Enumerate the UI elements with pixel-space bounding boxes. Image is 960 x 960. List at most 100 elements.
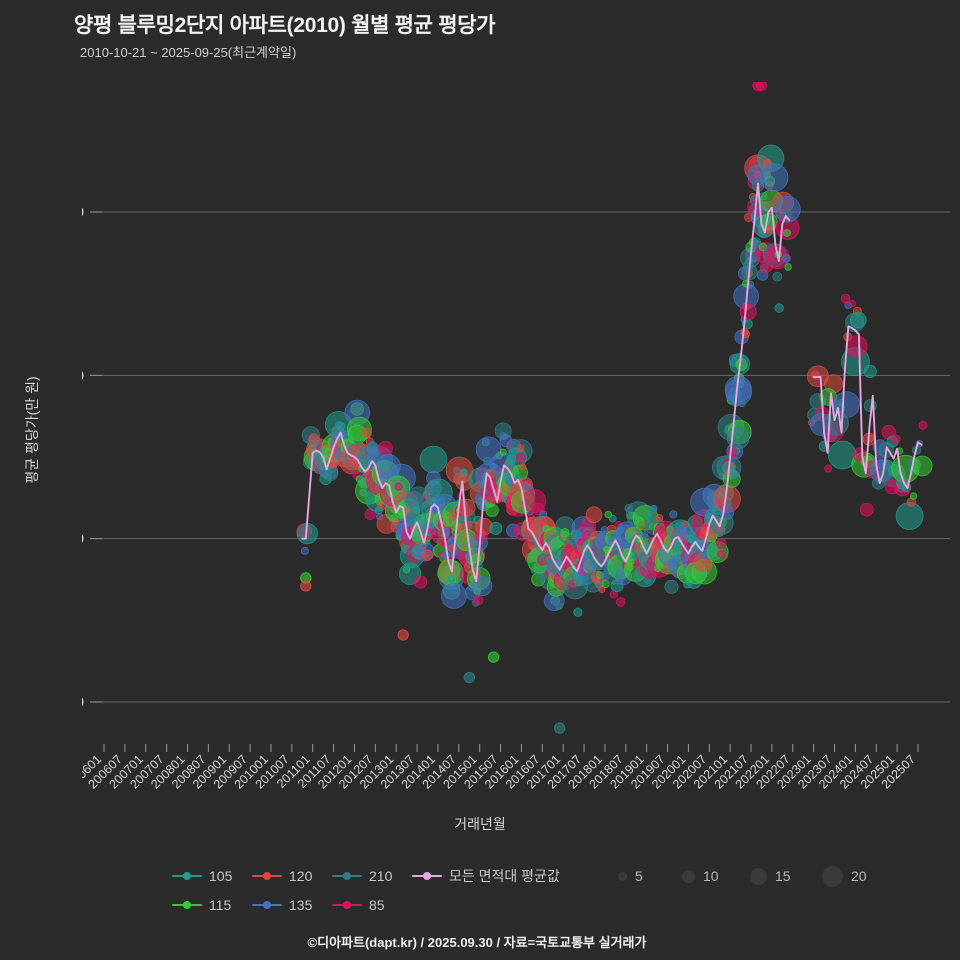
scatter-point[interactable] — [891, 434, 901, 444]
legend-size-20: 20 — [822, 862, 867, 890]
scatter-point[interactable] — [499, 448, 507, 456]
scatter-point[interactable] — [585, 506, 603, 524]
legend-swatch-icon — [412, 869, 442, 883]
scatter-point[interactable] — [336, 421, 346, 431]
legend-size-dot-icon — [822, 865, 843, 887]
scatter-point[interactable] — [573, 607, 583, 617]
scatter-point[interactable] — [519, 463, 527, 471]
legend-item-115[interactable]: 115 — [172, 891, 231, 919]
scatter-points-group — [296, 82, 933, 734]
scatter-point[interactable] — [732, 471, 740, 479]
legend-item-120[interactable]: 120 — [252, 862, 312, 890]
scatter-point[interactable] — [394, 482, 403, 491]
scatter-point[interactable] — [368, 440, 377, 449]
legend-size-10: 10 — [682, 862, 719, 890]
scatter-point[interactable] — [833, 391, 860, 418]
chart-legend: 105 120 210 모든 면적대 평균값 5 10 15 20 115 135 85 — [0, 862, 960, 924]
scatter-point[interactable] — [650, 504, 658, 513]
chart-footer: ©디아파트(dapt.kr) / 2025.09.30 / 자료=국토교통부 실… — [0, 932, 960, 951]
scatter-point[interactable] — [300, 546, 309, 555]
scatter-point-outlier[interactable] — [755, 82, 768, 92]
scatter-point[interactable] — [669, 510, 678, 519]
scatter-point[interactable] — [783, 229, 791, 237]
average-line[interactable] — [812, 325, 923, 489]
scatter-point[interactable] — [717, 550, 726, 559]
legend-row-2: 115 135 85 — [0, 891, 960, 919]
legend-swatch-icon — [332, 869, 362, 883]
scatter-point[interactable] — [911, 455, 933, 477]
scatter-point[interactable] — [774, 196, 801, 223]
scatter-point[interactable] — [447, 575, 456, 583]
legend-item-모든-면적대-평균값[interactable]: 모든 면적대 평균값 — [412, 862, 560, 890]
scatter-point[interactable] — [322, 464, 339, 482]
scatter-point[interactable] — [421, 549, 433, 561]
legend-swatch-icon — [332, 898, 362, 912]
legend-size-dot-icon — [682, 869, 695, 883]
scatter-point-outlier[interactable] — [397, 629, 409, 641]
scatter-point[interactable] — [782, 254, 791, 263]
legend-size-label: 10 — [703, 868, 719, 884]
scatter-point[interactable] — [555, 602, 563, 610]
scatter-point[interactable] — [440, 582, 467, 609]
legend-size-dot-icon — [618, 871, 627, 881]
legend-item-85[interactable]: 85 — [332, 891, 385, 919]
scatter-point[interactable] — [485, 503, 499, 517]
scatter-point[interactable] — [848, 300, 857, 308]
scatter-point[interactable] — [760, 163, 789, 192]
legend-label: 105 — [209, 868, 233, 884]
scatter-point-outlier[interactable] — [300, 580, 312, 592]
scatter-point[interactable] — [824, 464, 833, 473]
scatter-point[interactable] — [413, 575, 428, 589]
scatter-point[interactable] — [615, 597, 626, 607]
scatter-point[interactable] — [840, 293, 851, 304]
scatter-point[interactable] — [489, 521, 503, 535]
scatter-point[interactable] — [361, 427, 373, 438]
legend-item-210[interactable]: 210 — [332, 862, 392, 890]
scatter-point[interactable] — [845, 335, 868, 358]
scatter-point[interactable] — [412, 506, 421, 515]
average-line[interactable] — [301, 182, 791, 583]
y-axis-tick-label: 600 — [82, 694, 84, 711]
scatter-point[interactable] — [655, 513, 664, 522]
scatter-point[interactable] — [849, 311, 867, 329]
scatter-point[interactable] — [774, 303, 784, 313]
scatter-point[interactable] — [378, 440, 393, 456]
scatter-point[interactable] — [457, 498, 476, 517]
scatter-point[interactable] — [601, 579, 610, 589]
scatter-point[interactable] — [715, 538, 727, 549]
scatter-point[interactable] — [739, 303, 757, 321]
scatter-point[interactable] — [895, 502, 924, 530]
scatter-point[interactable] — [918, 420, 928, 430]
scatter-point-outlier[interactable] — [487, 651, 500, 663]
scatter-point[interactable] — [472, 576, 493, 597]
scatter-point[interactable] — [516, 444, 525, 452]
scatter-point[interactable] — [598, 585, 606, 594]
legend-item-105[interactable]: 105 — [172, 862, 232, 890]
scatter-point[interactable] — [560, 528, 570, 538]
scatter-point[interactable] — [909, 492, 918, 500]
scatter-point[interactable] — [859, 502, 874, 517]
scatter-point[interactable] — [419, 445, 448, 474]
page-title: 양평 블루밍2단지 아파트(2010) 월별 평균 평당가 — [74, 14, 496, 37]
chart-plot-area[interactable]: 6008001000120020060120060720070120070720… — [82, 82, 950, 824]
scatter-point[interactable] — [863, 364, 877, 378]
scatter-point[interactable] — [608, 514, 617, 523]
legend-swatch-icon — [172, 869, 202, 883]
scatter-point[interactable] — [539, 552, 548, 560]
scatter-point[interactable] — [772, 271, 783, 282]
legend-swatch-icon — [252, 898, 282, 912]
scatter-point-outlier[interactable] — [463, 671, 475, 684]
scatter-point[interactable] — [641, 531, 649, 539]
y-axis-tick-label: 800 — [82, 531, 84, 548]
scatter-point[interactable] — [515, 453, 526, 464]
scatter-point[interactable] — [473, 595, 484, 606]
scatter-point[interactable] — [863, 399, 877, 413]
scatter-point[interactable] — [725, 500, 733, 508]
scatter-point[interactable] — [460, 468, 468, 476]
legend-item-135[interactable]: 135 — [252, 891, 312, 919]
chart-canvas: 6008001000120020060120060720070120070720… — [82, 82, 950, 792]
x-axis-title: 거래년월 — [454, 816, 506, 832]
scatter-point[interactable] — [784, 263, 792, 271]
scatter-point[interactable] — [664, 579, 679, 594]
scatter-point-outlier[interactable] — [554, 722, 566, 734]
